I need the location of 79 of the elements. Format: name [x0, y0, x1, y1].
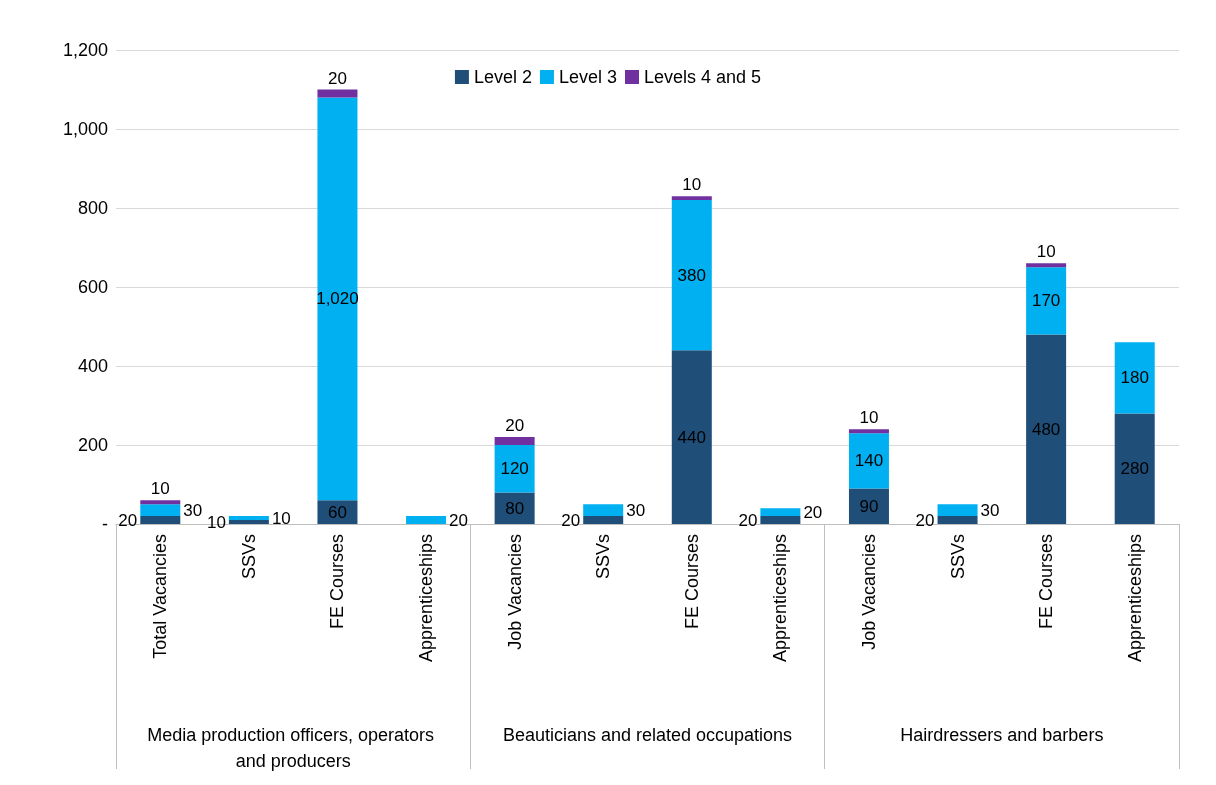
text: Media production officers, operators and producers: [147, 725, 440, 771]
bar: [671, 196, 712, 201]
data-label: 120: [500, 459, 529, 479]
bar: [583, 516, 624, 524]
bar: [848, 488, 889, 524]
data-label: 10: [150, 479, 170, 499]
x-tick-label: FE Courses: [1036, 534, 1057, 630]
bar: [671, 200, 712, 351]
bar: [1114, 342, 1155, 414]
data-label: 440: [677, 427, 706, 447]
data-label: 380: [677, 265, 706, 285]
x-tick-label: Apprenticeships: [416, 534, 437, 663]
data-label: 20: [561, 510, 581, 530]
data-label: 140: [854, 451, 884, 471]
y-tick-label: 800: [77, 198, 108, 218]
bar: [1026, 334, 1067, 524]
data-label: 170: [1031, 291, 1061, 311]
data-label: 10: [271, 508, 291, 528]
bar: [848, 429, 889, 434]
text: Beauticians and related occupations: [502, 725, 793, 745]
bar: [848, 433, 889, 489]
bar: [228, 520, 269, 524]
data-label: 180: [1120, 368, 1149, 388]
x-tick-label: Total Vacancies: [150, 534, 171, 659]
data-label: 20: [449, 510, 468, 530]
x-tick-label: SSVs: [238, 534, 259, 580]
data-label: 10: [1036, 242, 1056, 262]
bar: [937, 504, 978, 517]
data-label: 30: [183, 500, 203, 520]
legend-label: Level 2: [473, 67, 532, 87]
bar: [140, 516, 181, 524]
data-label: 20: [505, 416, 525, 436]
data-label: 480: [1031, 419, 1061, 439]
legend-label: Levels 4 and 5: [644, 67, 762, 87]
bar: [937, 516, 978, 524]
y-tick-label: 400: [77, 356, 108, 376]
x-tick-label: SSVs: [947, 534, 968, 580]
x-tick-label: Apprenticeships: [770, 534, 791, 663]
data-label: 30: [980, 500, 1000, 520]
bar: [583, 504, 624, 517]
bar: [406, 516, 447, 524]
bar: [140, 504, 181, 517]
bar: [1026, 263, 1067, 268]
x-tick-label: FE Courses: [681, 534, 702, 630]
data-label: 280: [1120, 459, 1149, 479]
data-label: 30: [626, 500, 646, 520]
y-tick-label: 200: [77, 435, 108, 455]
bar: [494, 492, 535, 524]
bar: [140, 500, 181, 505]
bar: [228, 516, 269, 521]
bar: [494, 437, 535, 445]
text: Hairdressers and barbers: [900, 725, 1104, 745]
data-label: 90: [859, 496, 879, 516]
data-label: 20: [118, 510, 138, 530]
data-label: 60: [328, 502, 347, 522]
bar: [671, 350, 712, 524]
data-label: 20: [803, 502, 823, 522]
data-label: 80: [505, 498, 525, 518]
legend-label: Level 3: [558, 67, 617, 87]
bar: [1114, 413, 1155, 524]
data-label: 20: [328, 68, 347, 88]
data-label: 10: [859, 408, 879, 428]
x-tick-label: SSVs: [593, 534, 614, 580]
data-label: 10: [206, 512, 226, 532]
y-tick-label: 1,200: [62, 40, 108, 60]
data-label: 20: [915, 510, 935, 530]
x-tick-label: Job Vacancies: [858, 534, 879, 650]
y-tick-label: 600: [77, 277, 108, 297]
x-tick-label: Job Vacancies: [504, 534, 525, 650]
data-label: 20: [738, 510, 758, 530]
bar: [1026, 267, 1067, 335]
y-tick-label: -: [102, 514, 108, 534]
y-tick-label: 1,000: [62, 119, 108, 139]
bar: [760, 516, 801, 524]
data-label: 10: [682, 175, 702, 195]
x-tick-label: Apprenticeships: [1124, 534, 1145, 663]
bar: [760, 508, 801, 517]
bar: [317, 97, 358, 501]
x-tick-label: FE Courses: [327, 534, 348, 630]
